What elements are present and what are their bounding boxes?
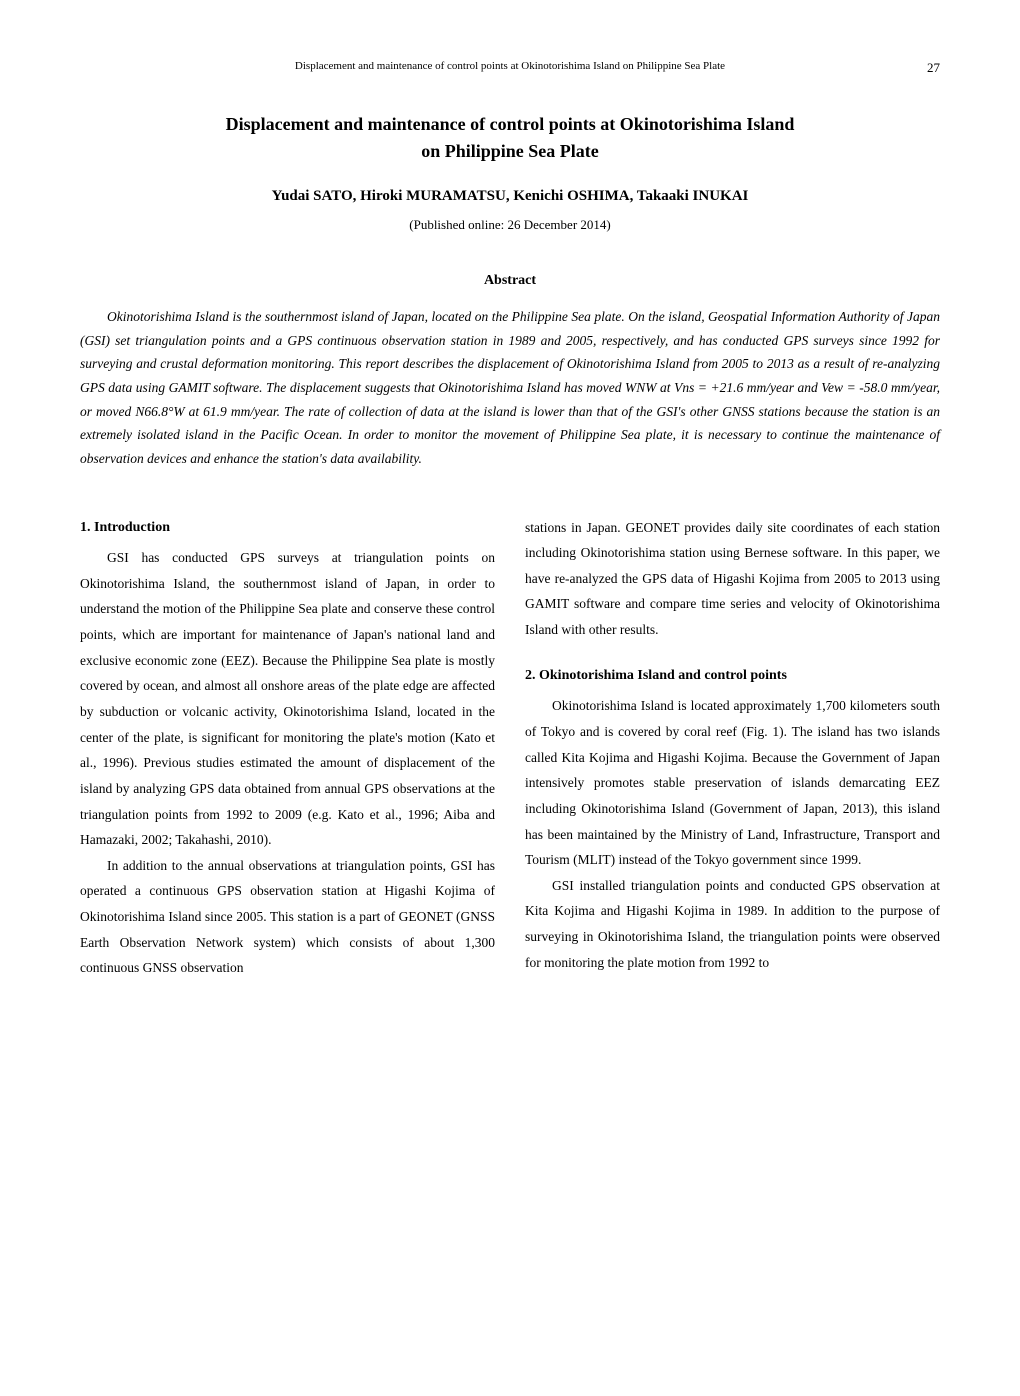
abstract-text: Okinotorishima Island is the southernmos… xyxy=(80,305,940,470)
section-2-para-1: Okinotorishima Island is located approxi… xyxy=(525,693,940,872)
section-1-continuation: stations in Japan. GEONET provides daily… xyxy=(525,515,940,643)
page-number: 27 xyxy=(927,60,940,76)
section-1-para-1: GSI has conducted GPS surveys at triangu… xyxy=(80,545,495,853)
right-column: stations in Japan. GEONET provides daily… xyxy=(525,515,940,981)
authors: Yudai SATO, Hiroki MURAMATSU, Kenichi OS… xyxy=(80,188,940,205)
paper-title-line2: on Philippine Sea Plate xyxy=(80,141,940,162)
published-date: (Published online: 26 December 2014) xyxy=(80,217,940,233)
section-2-para-2: GSI installed triangulation points and c… xyxy=(525,873,940,976)
paper-title-line1: Displacement and maintenance of control … xyxy=(80,112,940,137)
running-header: Displacement and maintenance of control … xyxy=(80,60,940,72)
section-1-para-2: In addition to the annual observations a… xyxy=(80,853,495,981)
section-2-heading: 2. Okinotorishima Island and control poi… xyxy=(525,663,940,690)
left-column: 1. Introduction GSI has conducted GPS su… xyxy=(80,515,495,981)
section-1-heading: 1. Introduction xyxy=(80,515,495,542)
body-columns: 1. Introduction GSI has conducted GPS su… xyxy=(80,515,940,981)
abstract-heading: Abstract xyxy=(80,273,940,289)
